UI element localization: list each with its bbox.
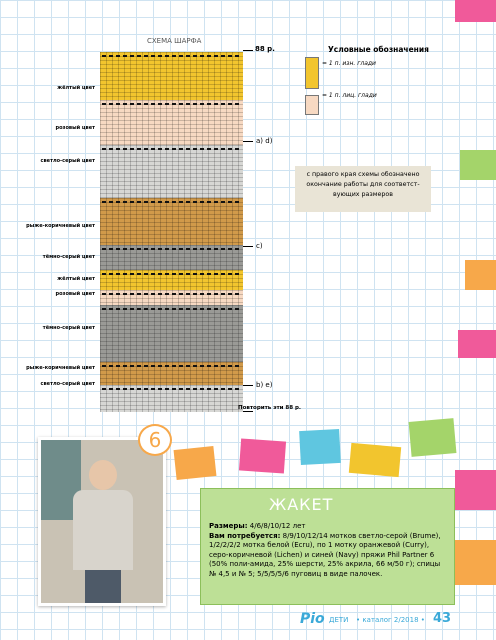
model-title: ЖАКЕТ bbox=[269, 495, 334, 514]
band-label: тёмно-серый цвет bbox=[42, 325, 95, 331]
band-label: розовый цвет bbox=[55, 125, 95, 131]
model-text: Размеры: 4/6/8/10/12 лет Вам потребуется… bbox=[209, 522, 446, 579]
section: ДЕТИ bbox=[329, 616, 349, 624]
band-label: жёлтый цвет bbox=[57, 85, 95, 91]
brand: Pio bbox=[300, 611, 325, 627]
repeat-label: Повторить эти 88 р. bbox=[238, 405, 302, 411]
band-label: рыже-коричневый цвет bbox=[26, 365, 95, 371]
model-number: 6 bbox=[138, 424, 172, 456]
band bbox=[100, 362, 243, 385]
legend-swatch bbox=[305, 57, 319, 89]
sticky-note bbox=[455, 470, 496, 510]
band-label: жёлтый цвет bbox=[57, 276, 95, 282]
legend-item: = 1 п. изн. глади bbox=[322, 60, 376, 67]
sticky-note bbox=[458, 330, 496, 358]
sticky-note bbox=[460, 150, 496, 180]
band-label: тёмно-серый цвет bbox=[42, 254, 95, 260]
legend-title: Условные обозначения bbox=[328, 45, 429, 54]
marker-line bbox=[243, 50, 253, 51]
band bbox=[100, 270, 243, 290]
marker-line bbox=[243, 411, 253, 412]
photo-jacket bbox=[73, 490, 133, 570]
band bbox=[100, 385, 243, 412]
legend-swatch bbox=[305, 95, 319, 115]
marker: b) e) bbox=[256, 381, 273, 389]
band bbox=[100, 52, 243, 100]
marker-line bbox=[243, 141, 253, 142]
sizes: 4/6/8/10/12 лет bbox=[249, 522, 306, 530]
chart-title: СХЕМА ШАРФА bbox=[147, 37, 202, 45]
band bbox=[100, 198, 243, 245]
marker-line bbox=[243, 246, 253, 247]
issue: • каталог 2/2018 • bbox=[356, 616, 425, 624]
rows-top: 88 р. bbox=[255, 45, 275, 53]
sticky-note bbox=[455, 0, 496, 22]
photo-head bbox=[89, 460, 117, 490]
band bbox=[100, 290, 243, 305]
band-label: светло-серый цвет bbox=[40, 158, 95, 164]
band bbox=[100, 100, 243, 145]
marker: c) bbox=[256, 242, 263, 250]
band-label: рыже-коричневый цвет bbox=[26, 223, 95, 229]
band bbox=[100, 245, 243, 270]
band-label: светло-серый цвет bbox=[40, 381, 95, 387]
sticky-note bbox=[465, 260, 496, 290]
note: с правого края схемы обозначено окончани… bbox=[295, 166, 431, 212]
band-label: розовый цвет bbox=[55, 291, 95, 297]
photo-trousers bbox=[85, 570, 121, 603]
band bbox=[100, 145, 243, 198]
marker: a) d) bbox=[256, 137, 273, 145]
sticky-note bbox=[173, 445, 217, 481]
sticky-note bbox=[408, 418, 457, 457]
marker-line bbox=[243, 385, 253, 386]
sticky-note bbox=[299, 428, 341, 466]
materials-label: Вам потребуется: bbox=[209, 531, 281, 540]
photo bbox=[38, 437, 166, 606]
sticky-note bbox=[348, 442, 402, 478]
sticky-note bbox=[455, 540, 496, 585]
sizes-label: Размеры: bbox=[209, 522, 248, 530]
band bbox=[100, 305, 243, 362]
info-box: ЖАКЕТ Размеры: 4/6/8/10/12 лет Вам потре… bbox=[200, 488, 455, 605]
materials: 8/9/10/12/14 мотков светло-серой (Brume)… bbox=[209, 531, 441, 578]
page-number: 43 bbox=[433, 611, 452, 626]
legend-item: = 1 п. лиц. глади bbox=[322, 92, 377, 99]
sticky-note bbox=[238, 438, 287, 474]
